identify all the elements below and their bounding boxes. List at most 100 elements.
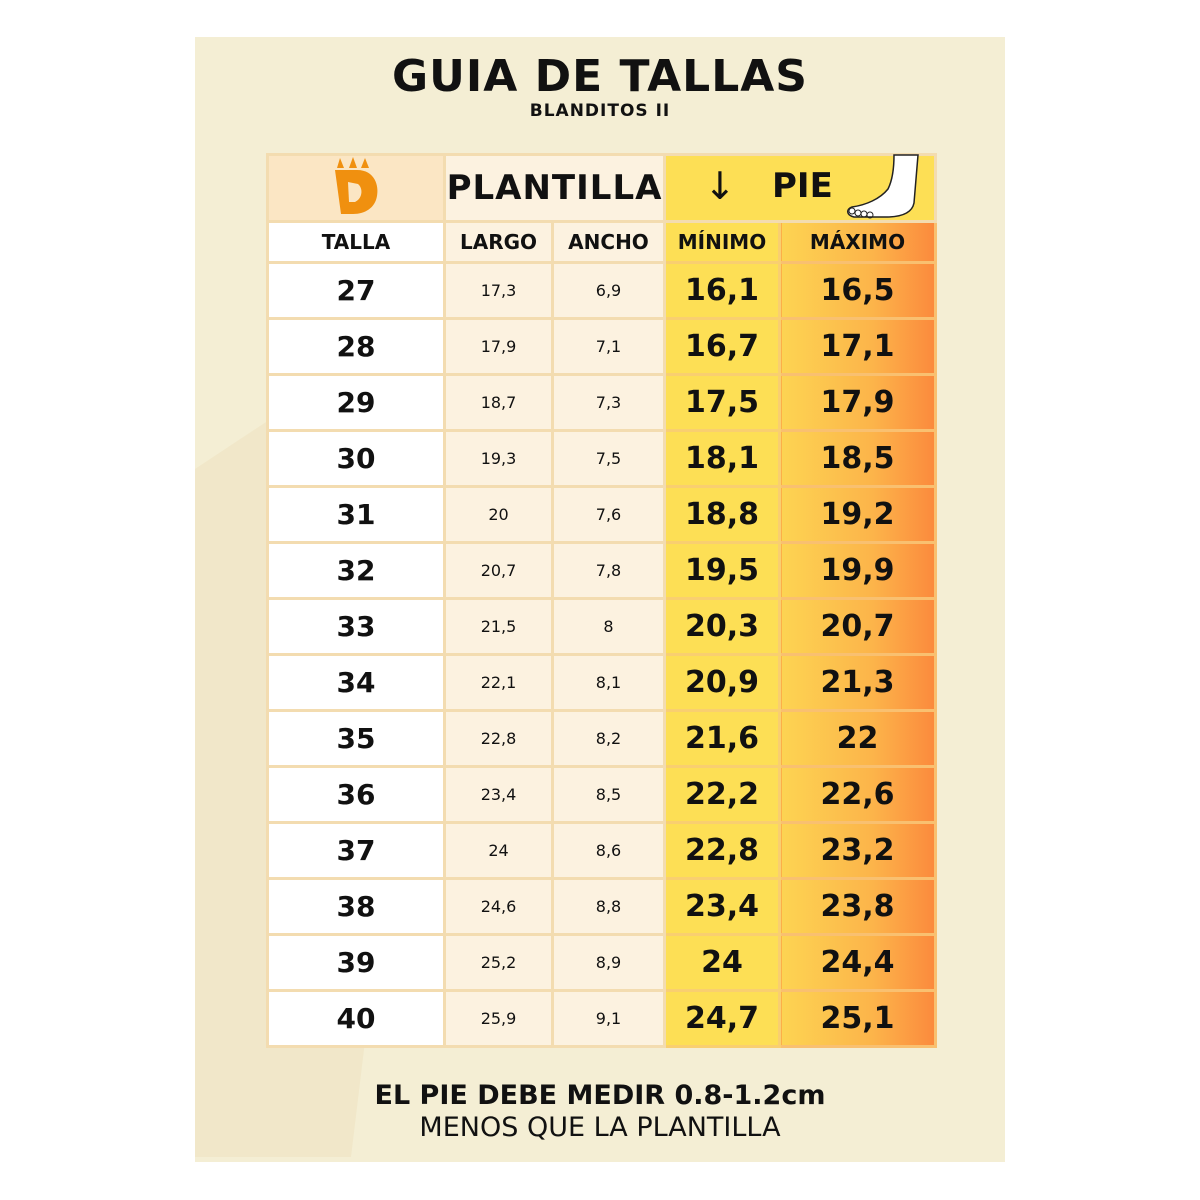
page-title: GUIA DE TALLAS (392, 51, 808, 102)
cell-ancho: 7,1 (551, 317, 666, 376)
cell-ancho: 8 (551, 597, 666, 656)
cell-minimo: 18,8 (663, 485, 781, 544)
size-guide-poster: GUIA DE TALLAS BLANDITOS II PLANTILLA ↓ … (195, 37, 1005, 1162)
cell-largo: 17,9 (443, 317, 554, 376)
table-row: 34 22,1 8,1 20,9 21,3 (266, 653, 937, 712)
column-header-ancho: ANCHO (551, 220, 666, 264)
cell-maximo: 23,2 (778, 821, 937, 880)
table-header-row: PLANTILLA ↓ PIE (266, 153, 937, 223)
cell-ancho: 9,1 (551, 989, 666, 1048)
cell-minimo: 24 (663, 933, 781, 992)
cell-maximo: 18,5 (778, 429, 937, 488)
cell-ancho: 7,8 (551, 541, 666, 600)
cell-talla: 33 (266, 597, 446, 656)
cell-talla: 34 (266, 653, 446, 712)
cell-maximo: 22,6 (778, 765, 937, 824)
table-row: 28 17,9 7,1 16,7 17,1 (266, 317, 937, 376)
cell-largo: 24 (443, 821, 554, 880)
cell-minimo: 17,5 (663, 373, 781, 432)
cell-largo: 24,6 (443, 877, 554, 936)
page-subtitle: BLANDITOS II (529, 101, 671, 121)
cell-talla: 27 (266, 261, 446, 320)
table-row: 29 18,7 7,3 17,5 17,9 (266, 373, 937, 432)
table-row: 32 20,7 7,8 19,5 19,9 (266, 541, 937, 600)
pie-header: ↓ PIE (663, 153, 937, 223)
table-row: 30 19,3 7,5 18,1 18,5 (266, 429, 937, 488)
cell-largo: 18,7 (443, 373, 554, 432)
cell-ancho: 8,6 (551, 821, 666, 880)
cell-largo: 17,3 (443, 261, 554, 320)
cell-minimo: 24,7 (663, 989, 781, 1048)
cell-minimo: 23,4 (663, 877, 781, 936)
cell-largo: 21,5 (443, 597, 554, 656)
cell-maximo: 21,3 (778, 653, 937, 712)
cell-talla: 32 (266, 541, 446, 600)
cell-largo: 19,3 (443, 429, 554, 488)
cell-ancho: 7,3 (551, 373, 666, 432)
logo-cell (266, 153, 446, 223)
table-row: 37 24 8,6 22,8 23,2 (266, 821, 937, 880)
table-row: 35 22,8 8,2 21,6 22 (266, 709, 937, 768)
column-header-minimo: MÍNIMO (663, 220, 781, 264)
cell-maximo: 24,4 (778, 933, 937, 992)
foot-icon (847, 154, 919, 219)
cell-maximo: 17,1 (778, 317, 937, 376)
cell-ancho: 8,5 (551, 765, 666, 824)
cell-maximo: 22 (778, 709, 937, 768)
cell-maximo: 25,1 (778, 989, 937, 1048)
table-row: 36 23,4 8,5 22,2 22,6 (266, 765, 937, 824)
brand-logo-icon (335, 157, 378, 214)
table-row: 31 20 7,6 18,8 19,2 (266, 485, 937, 544)
cell-talla: 36 (266, 765, 446, 824)
cell-ancho: 7,5 (551, 429, 666, 488)
cell-minimo: 18,1 (663, 429, 781, 488)
column-header-row: TALLA LARGO ANCHO MÍNIMO MÁXIMO (266, 220, 937, 264)
cell-talla: 31 (266, 485, 446, 544)
cell-largo: 23,4 (443, 765, 554, 824)
table-row: 33 21,5 8 20,3 20,7 (266, 597, 937, 656)
column-header-maximo: MÁXIMO (778, 220, 937, 264)
cell-maximo: 19,2 (778, 485, 937, 544)
cell-ancho: 8,2 (551, 709, 666, 768)
cell-minimo: 21,6 (663, 709, 781, 768)
cell-maximo: 19,9 (778, 541, 937, 600)
cell-largo: 25,2 (443, 933, 554, 992)
cell-minimo: 16,7 (663, 317, 781, 376)
cell-talla: 39 (266, 933, 446, 992)
cell-largo: 22,8 (443, 709, 554, 768)
cell-minimo: 22,8 (663, 821, 781, 880)
cell-maximo: 17,9 (778, 373, 937, 432)
pie-header-label: PIE (772, 166, 833, 206)
cell-talla: 40 (266, 989, 446, 1048)
cell-minimo: 22,2 (663, 765, 781, 824)
cell-largo: 22,1 (443, 653, 554, 712)
table-row: 38 24,6 8,8 23,4 23,8 (266, 877, 937, 936)
cell-ancho: 8,8 (551, 877, 666, 936)
column-header-talla: TALLA (266, 220, 446, 264)
cell-talla: 37 (266, 821, 446, 880)
cell-largo: 20,7 (443, 541, 554, 600)
cell-minimo: 20,9 (663, 653, 781, 712)
size-table: PLANTILLA ↓ PIE TALLA LARGO ANCHO MÍNIMO… (266, 153, 937, 1048)
cell-minimo: 16,1 (663, 261, 781, 320)
cell-largo: 20 (443, 485, 554, 544)
table-row: 39 25,2 8,9 24 24,4 (266, 933, 937, 992)
cell-ancho: 8,9 (551, 933, 666, 992)
cell-talla: 38 (266, 877, 446, 936)
cell-ancho: 6,9 (551, 261, 666, 320)
cell-maximo: 20,7 (778, 597, 937, 656)
table-row: 40 25,9 9,1 24,7 25,1 (266, 989, 937, 1048)
cell-minimo: 20,3 (663, 597, 781, 656)
cell-minimo: 19,5 (663, 541, 781, 600)
cell-ancho: 7,6 (551, 485, 666, 544)
cell-talla: 35 (266, 709, 446, 768)
cell-ancho: 8,1 (551, 653, 666, 712)
cell-maximo: 23,8 (778, 877, 937, 936)
note-line-1: EL PIE DEBE MEDIR 0.8-1.2cm (374, 1080, 826, 1111)
cell-talla: 28 (266, 317, 446, 376)
table-row: 27 17,3 6,9 16,1 16,5 (266, 261, 937, 320)
cell-largo: 25,9 (443, 989, 554, 1048)
column-header-largo: LARGO (443, 220, 554, 264)
plantilla-header: PLANTILLA (443, 153, 666, 223)
cell-maximo: 16,5 (778, 261, 937, 320)
